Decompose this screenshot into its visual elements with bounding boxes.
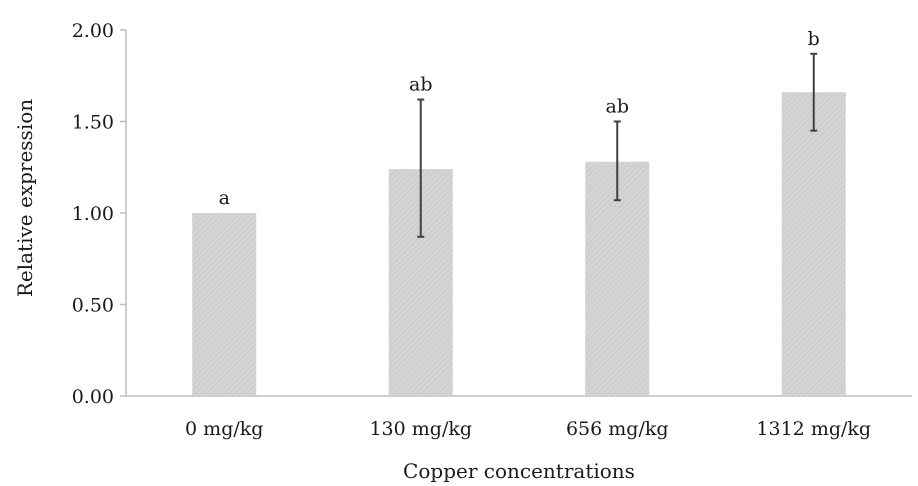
x-tick-label: 656 mg/kg [566,418,669,440]
y-axis-title: Relative expression [13,99,37,297]
bar [781,92,846,396]
x-tick-label: 130 mg/kg [369,418,472,440]
bar [192,213,257,396]
significance-label: a [219,187,230,209]
bars [192,92,846,396]
error-bar [613,120,621,202]
y-tick-label: 1.50 [72,112,114,134]
x-axis: 0 mg/kg 130 mg/kg 656 mg/kg 1312 mg/kg [126,395,912,440]
significance-label: b [808,28,820,50]
y-tick-label: 1.00 [72,203,114,225]
y-tick-label: 0.00 [72,386,114,408]
x-tick-label: 0 mg/kg [185,418,263,440]
error-bars [417,52,818,238]
x-axis-title: Copper concentrations [403,459,635,483]
y-tick-label: 2.00 [72,20,114,42]
x-tick-label: 1312 mg/kg [756,418,871,440]
y-axis: 0.00 0.50 1.00 1.50 2.00 [72,20,127,408]
significance-label: ab [409,74,433,96]
y-tick-label: 0.50 [72,295,114,317]
significance-label: ab [606,96,630,118]
error-bar [810,52,818,132]
significance-labels: a ab ab b [219,28,820,209]
error-bar [417,98,425,238]
